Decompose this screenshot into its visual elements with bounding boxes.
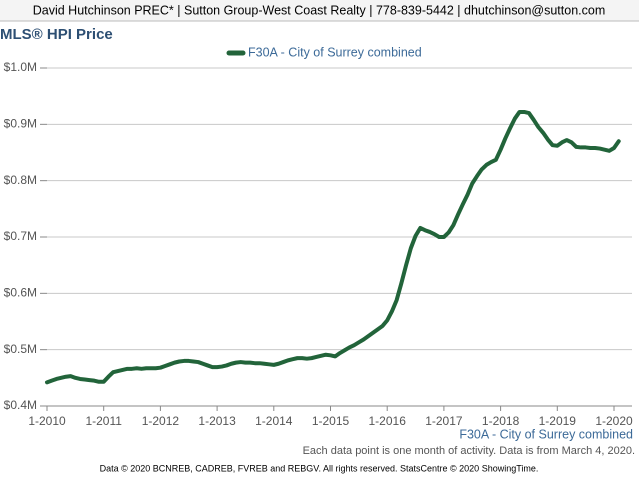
y-tick-label: $0.9M bbox=[4, 117, 37, 131]
x-tick-label: 1-2020 bbox=[595, 414, 633, 428]
x-tick-label: 1-2011 bbox=[85, 414, 122, 428]
y-tick-label: $0.6M bbox=[4, 286, 37, 300]
x-tick-label: 1-2014 bbox=[255, 414, 293, 428]
x-tick-label: 1-2013 bbox=[198, 414, 236, 428]
note: Each data point is one month of activity… bbox=[303, 445, 635, 457]
x-tick-label: 1-2015 bbox=[312, 414, 350, 428]
legend-label: F30A - City of Surrey combined bbox=[248, 45, 422, 59]
y-tick-label: $0.7M bbox=[4, 229, 37, 243]
x-tick-label: 1-2017 bbox=[425, 414, 463, 428]
y-tick-label: $0.5M bbox=[4, 342, 37, 356]
x-tick-label: 1-2016 bbox=[369, 414, 407, 428]
footer: Data © 2020 BCNREB, CADREB, FVREB and RE… bbox=[100, 463, 539, 473]
x-tick-label: 1-2018 bbox=[482, 414, 520, 428]
header-bar bbox=[0, 0, 639, 21]
x-tick-label: 1-2019 bbox=[539, 414, 577, 428]
x-tick-label: 1-2010 bbox=[28, 414, 66, 428]
chart-title: MLS® HPI Price bbox=[0, 26, 113, 43]
header: David Hutchinson PREC* | Sutton Group-We… bbox=[33, 3, 606, 17]
y-tick-label: $0.4M bbox=[4, 398, 37, 412]
x-tick-label: 1-2012 bbox=[142, 414, 180, 428]
x-axis-label: F30A - City of Surrey combined bbox=[459, 427, 633, 441]
series-line bbox=[45, 109, 621, 385]
y-tick-label: $1.0M bbox=[4, 60, 37, 74]
y-tick-label: $0.8M bbox=[4, 173, 37, 187]
